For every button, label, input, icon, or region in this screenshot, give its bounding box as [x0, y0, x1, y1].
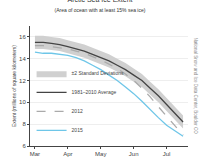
- svg-text:12: 12: [19, 78, 26, 84]
- svg-text:Extent (millions of square kil: Extent (millions of square kilometers): [11, 45, 17, 127]
- svg-text:14: 14: [19, 56, 26, 62]
- svg-text:Mar: Mar: [30, 151, 40, 157]
- svg-text:6: 6: [22, 143, 26, 149]
- svg-text:May: May: [95, 151, 106, 157]
- svg-text:±2 Standard Deviations: ±2 Standard Deviations: [72, 70, 124, 76]
- svg-text:10: 10: [19, 99, 26, 105]
- svg-text:Jun: Jun: [129, 151, 139, 157]
- svg-text:8: 8: [22, 121, 26, 127]
- svg-text:National Snow and Ice Data Cen: National Snow and Ice Data Center, Bould…: [193, 38, 198, 135]
- svg-text:16: 16: [19, 34, 26, 40]
- svg-text:1981–2010 Average: 1981–2010 Average: [72, 89, 117, 95]
- svg-text:2015: 2015: [72, 127, 83, 133]
- svg-text:Jul: Jul: [163, 151, 171, 157]
- svg-text:Arctic Sea Ice Extent(Area of: Arctic Sea Ice Extent(Area of ocean with…: [55, 0, 146, 13]
- svg-text:Apr: Apr: [63, 151, 72, 157]
- svg-text:2012: 2012: [72, 108, 83, 114]
